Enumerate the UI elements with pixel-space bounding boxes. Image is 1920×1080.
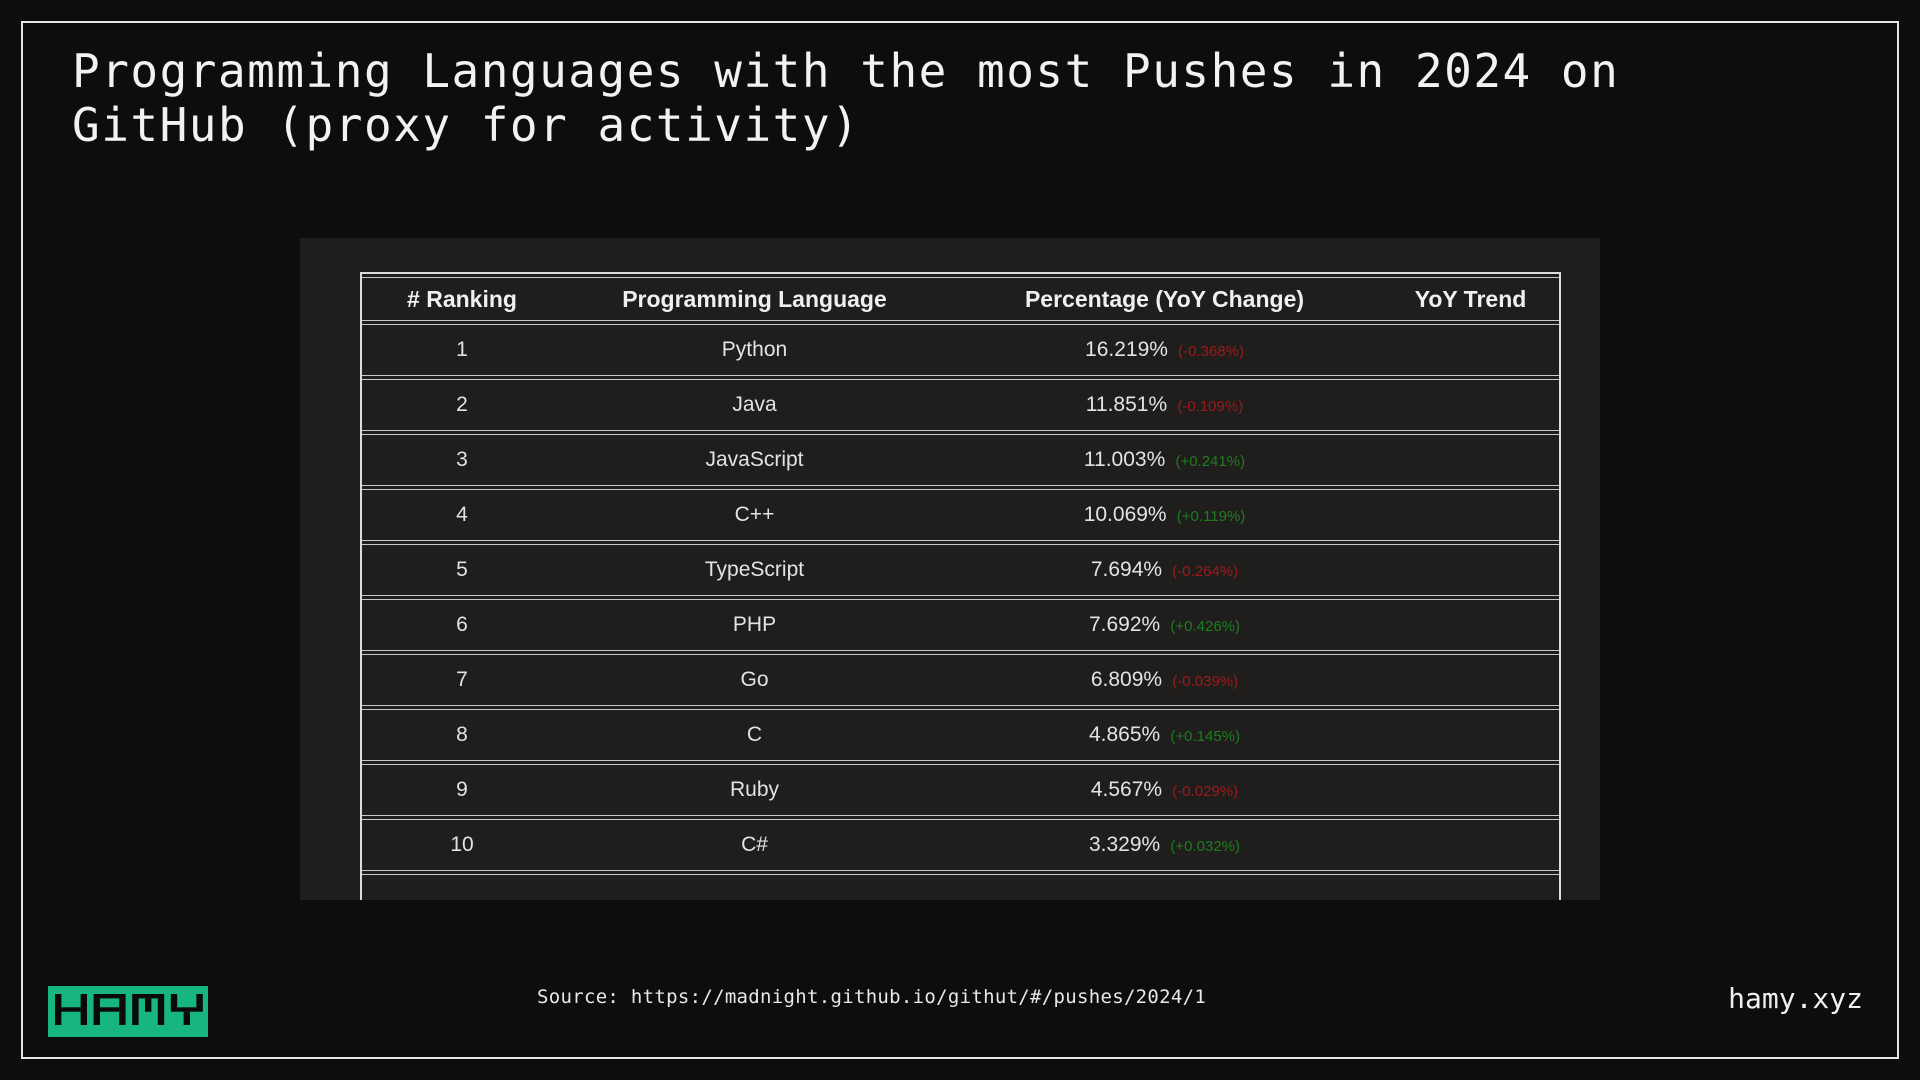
rank-cell: 7	[362, 654, 562, 706]
yoy-change-value: (-0.109%)	[1173, 398, 1244, 415]
rank-cell: 10	[362, 819, 562, 871]
table-row: 8 C 4.865% (+0.145%)	[362, 709, 1559, 761]
rank-cell: 4	[362, 489, 562, 541]
percentage-cell: 3.329% (+0.032%)	[947, 819, 1382, 871]
trend-cell	[1382, 764, 1559, 816]
yoy-change-value: (+0.145%)	[1166, 728, 1241, 745]
language-ranking-table: # Ranking Programming Language Percentage …	[360, 272, 1561, 900]
yoy-change-value: (-0.029%)	[1168, 783, 1239, 800]
percentage-cell: 6.809% (-0.039%)	[947, 654, 1382, 706]
rank-cell: 3	[362, 434, 562, 486]
trend-cell	[1382, 489, 1559, 541]
language-cell: JavaScript	[562, 434, 947, 486]
percentage-cell: 16.219% (-0.368%)	[947, 324, 1382, 376]
source-text: Source: https://madnight.github.io/githu…	[537, 986, 1207, 1008]
site-url-text: hamy.xyz	[1728, 982, 1863, 1015]
rank-cell: 5	[362, 544, 562, 596]
trend-cell	[1382, 544, 1559, 596]
language-cell: C++	[562, 489, 947, 541]
table-row: 4 C++ 10.069% (+0.119%)	[362, 489, 1559, 541]
column-header: Percentage (YoY Change)	[947, 277, 1382, 321]
yoy-change-value: (+0.241%)	[1171, 453, 1246, 470]
percentage-value: 7.692%	[1088, 613, 1161, 636]
percentage-cell: 7.694% (-0.264%)	[947, 544, 1382, 596]
percentage-value: 3.329%	[1088, 833, 1161, 856]
percentage-value: 10.069%	[1083, 503, 1167, 526]
language-cell: Go	[562, 654, 947, 706]
table-row: 1 Python 16.219% (-0.368%)	[362, 324, 1559, 376]
percentage-value: 4.865%	[1088, 723, 1161, 746]
trend-cell	[1382, 819, 1559, 871]
trend-cell	[1382, 654, 1559, 706]
page-title: Programming Languages with the most Push…	[72, 44, 1620, 152]
column-header: Programming Language	[562, 277, 947, 321]
yoy-change-value: (+0.032%)	[1166, 838, 1241, 855]
percentage-cell: 10.069% (+0.119%)	[947, 489, 1382, 541]
table-row: 6 PHP 7.692% (+0.426%)	[362, 599, 1559, 651]
yoy-change-value: (+0.426%)	[1166, 618, 1241, 635]
percentage-value: 16.219%	[1085, 338, 1168, 361]
trend-cell	[1382, 599, 1559, 651]
rank-cell: 9	[362, 764, 562, 816]
percentage-cell: 7.692% (+0.426%)	[947, 599, 1382, 651]
rank-cell: 2	[362, 379, 562, 431]
percentage-value: 11.851%	[1085, 393, 1168, 416]
table-panel: # Ranking Programming Language Percentage …	[300, 238, 1600, 900]
language-cell: TypeScript	[562, 544, 947, 596]
yoy-change-value: (+0.119%)	[1172, 508, 1246, 525]
yoy-change-value: (-0.264%)	[1168, 563, 1239, 580]
rank-cell: 8	[362, 709, 562, 761]
trend-cell	[1382, 324, 1559, 376]
rank-cell: 1	[362, 324, 562, 376]
language-cell: C#	[562, 819, 947, 871]
percentage-cell: 11.003% (+0.241%)	[947, 434, 1382, 486]
table-header: # Ranking Programming Language Percentage …	[362, 277, 1559, 321]
hamy-logo-letters	[55, 994, 203, 1025]
table-row: 3 JavaScript 11.003% (+0.241%)	[362, 434, 1559, 486]
column-header: # Ranking	[362, 277, 562, 321]
column-header: YoY Trend	[1382, 277, 1559, 321]
yoy-change-value: (-0.368%)	[1173, 343, 1244, 360]
clipped-row	[362, 874, 1559, 900]
trend-cell	[1382, 434, 1559, 486]
hamy-logo	[48, 986, 208, 1037]
table-row: 5 TypeScript 7.694% (-0.264%)	[362, 544, 1559, 596]
language-cell: Java	[562, 379, 947, 431]
yoy-change-value: (-0.039%)	[1168, 673, 1239, 690]
percentage-cell: 4.567% (-0.029%)	[947, 764, 1382, 816]
percentage-value: 4.567%	[1090, 778, 1163, 801]
rank-cell: 6	[362, 599, 562, 651]
percentage-value: 11.003%	[1083, 448, 1166, 471]
table-row: 10 C# 3.329% (+0.032%)	[362, 819, 1559, 871]
table-row: 9 Ruby 4.567% (-0.029%)	[362, 764, 1559, 816]
language-cell: PHP	[562, 599, 947, 651]
percentage-value: 6.809%	[1090, 668, 1163, 691]
language-cell: Python	[562, 324, 947, 376]
table-row: 7 Go 6.809% (-0.039%)	[362, 654, 1559, 706]
percentage-cell: 4.865% (+0.145%)	[947, 709, 1382, 761]
table-row: 2 Java 11.851% (-0.109%)	[362, 379, 1559, 431]
trend-cell	[1382, 379, 1559, 431]
percentage-cell: 11.851% (-0.109%)	[947, 379, 1382, 431]
trend-cell	[1382, 709, 1559, 761]
language-cell: Ruby	[562, 764, 947, 816]
percentage-value: 7.694%	[1090, 558, 1163, 581]
language-cell: C	[562, 709, 947, 761]
